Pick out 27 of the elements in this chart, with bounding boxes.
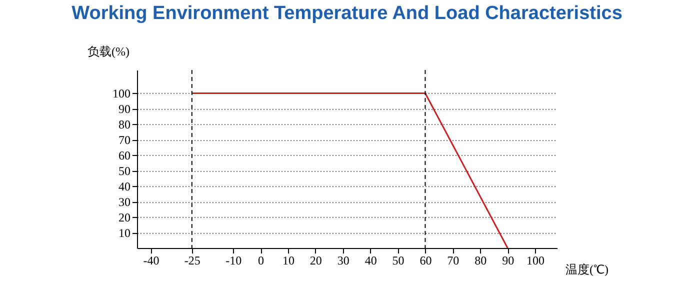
x-tick-label: 80 (474, 254, 487, 268)
x-tick-label: 70 (447, 254, 460, 268)
y-tick-label: 70 (118, 133, 130, 148)
y-tick-label: 40 (118, 180, 130, 194)
y-tick-label: 10 (118, 226, 130, 240)
y-tick-label: 50 (118, 164, 130, 178)
y-tick-label: 100 (112, 86, 130, 101)
x-tick-label: 10 (282, 254, 294, 268)
x-tick-label: 30 (337, 254, 350, 268)
y-tick-label: 30 (118, 195, 130, 210)
y-tick-label: 80 (118, 118, 130, 132)
y-tick-label: 60 (118, 148, 130, 163)
x-tick-label: 100 (526, 254, 545, 268)
x-tick-label: 20 (310, 254, 322, 268)
x-tick-label: 90 (502, 254, 514, 268)
y-tick-label: 20 (118, 210, 130, 225)
x-tick-label: 40 (364, 254, 377, 268)
chart-title: Working Environment Temperature And Load Characteristics (72, 3, 622, 24)
x-tick-label: -10 (226, 254, 242, 268)
x-tick-label: 60 (420, 254, 432, 268)
y-tick-label: 90 (118, 102, 130, 116)
y-axis-title: 负载(%) (88, 44, 130, 58)
x-tick-label: 50 (392, 254, 404, 268)
x-tick-label: 0 (258, 254, 264, 268)
x-tick-label: -25 (184, 254, 200, 268)
x-axis-title: 温度(℃) (566, 262, 608, 276)
x-tick-label: -40 (143, 254, 160, 268)
